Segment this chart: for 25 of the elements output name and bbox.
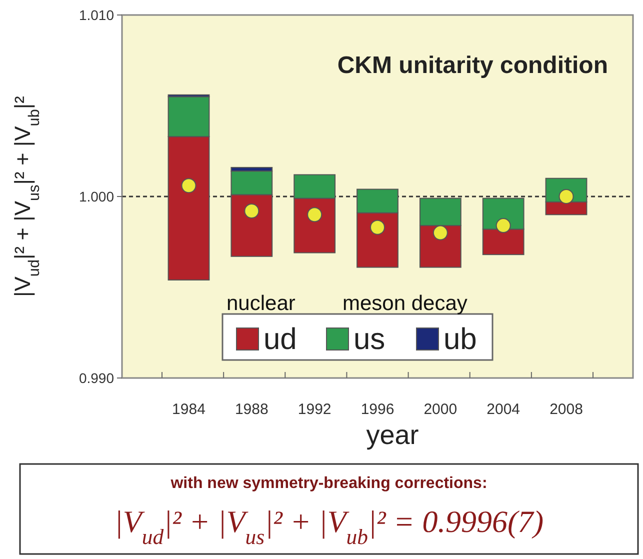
x-tick-label: 1996: [360, 401, 394, 418]
y-tick-label: 1.000: [78, 188, 114, 204]
y-tick-label: 0.990: [78, 370, 114, 386]
legend-label: us: [354, 323, 386, 356]
x-tick-label: 2008: [550, 401, 583, 418]
annotation: nuclear: [226, 292, 296, 315]
point: [370, 220, 385, 235]
y-tick-label: 1.010: [78, 6, 114, 23]
point: [496, 218, 511, 234]
text: |V$_{ud}$|² + |V$_{us}$|² + |V$_{ub}$|² = 0.9996(7): [114, 504, 544, 549]
x-axis-title: year: [366, 420, 419, 450]
point: [244, 204, 260, 219]
x-tick-label: 1992: [298, 401, 332, 418]
legend-label: ud: [264, 323, 297, 356]
x-tick-label: 2004: [486, 401, 520, 418]
x-tick-label: 2000: [424, 401, 458, 418]
point: [181, 178, 196, 194]
point: [432, 225, 448, 240]
legend-label: ub: [444, 323, 477, 356]
x-tick-label: 1984: [172, 401, 206, 418]
annotation: meson decay: [342, 292, 468, 315]
point: [307, 207, 322, 222]
x-tick-label: 1988: [234, 401, 268, 418]
text: CKM unitarity condition: [337, 52, 608, 79]
text: with new symmetry-breaking corrections:: [170, 475, 488, 492]
